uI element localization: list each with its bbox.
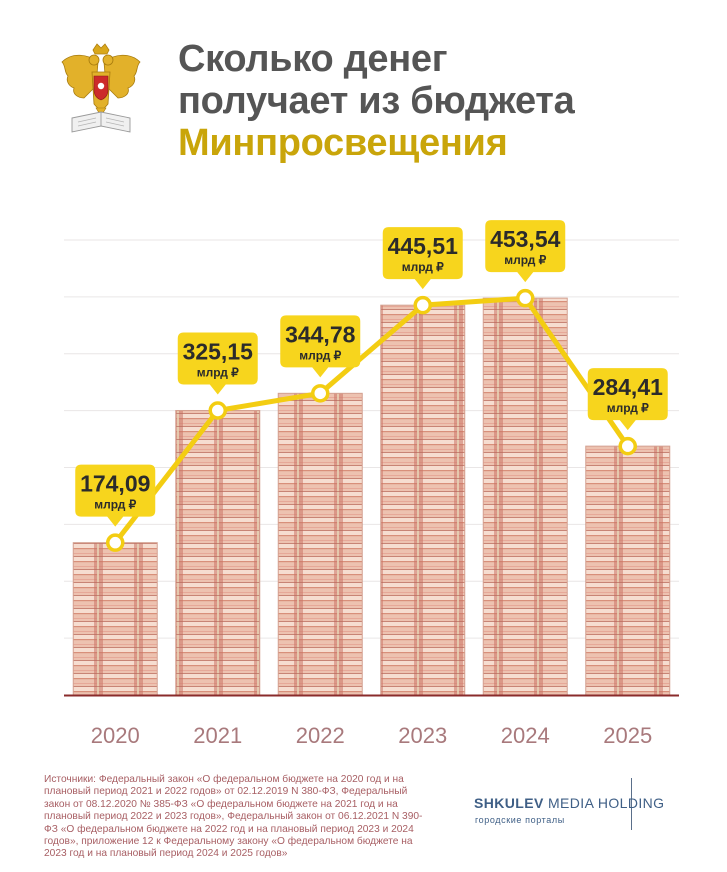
gridlines — [64, 239, 679, 696]
unit-label: млрд ₽ — [197, 365, 239, 379]
x-tick-labels: 2020 2021 2022 2023 2024 2025 — [91, 723, 652, 748]
unit-label: млрд ₽ — [402, 260, 444, 274]
bars — [72, 297, 671, 696]
title-line-1: Сколько денег — [178, 38, 448, 80]
data-point-2020 — [106, 533, 125, 552]
data-point-2021 — [208, 401, 227, 420]
bar-2020 — [73, 542, 158, 695]
value-label: 453,54 — [490, 226, 561, 252]
x-tick-label-2024: 2024 — [501, 723, 550, 748]
value-label: 445,51 — [388, 233, 459, 259]
value-label: 174,09 — [80, 471, 150, 497]
x-tick-label-2020: 2020 — [91, 723, 140, 748]
sources-note: Источники: Федеральный закон «О федераль… — [44, 774, 423, 860]
callout-bubble — [280, 315, 361, 378]
data-point-2025 — [618, 436, 637, 456]
bar-2025 — [585, 446, 670, 695]
value-label: 325,15 — [183, 338, 254, 364]
brand-name-rest: MEDIA HOLDING — [543, 795, 665, 811]
value-label: 344,78 — [285, 321, 356, 347]
unit-label: млрд ₽ — [299, 348, 341, 362]
data-point-2022 — [311, 384, 330, 403]
x-tick-label-2022: 2022 — [296, 723, 345, 748]
unit-label: млрд ₽ — [94, 498, 136, 512]
bar-2024 — [483, 298, 568, 695]
coat-of-arms-icon — [61, 43, 141, 133]
bar-2023 — [380, 305, 465, 695]
data-point-2024 — [516, 288, 535, 308]
unit-label: млрд ₽ — [504, 253, 546, 267]
callout-bubble — [587, 368, 668, 431]
brand-tagline: городские порталы — [475, 815, 565, 825]
value-label: 284,41 — [593, 374, 664, 400]
callout-bubble — [485, 220, 566, 283]
unit-label: млрд ₽ — [607, 401, 649, 415]
x-tick-label-2021: 2021 — [193, 723, 242, 748]
x-tick-label-2023: 2023 — [398, 723, 447, 748]
callout-bubble — [177, 332, 258, 395]
title-line-3: Минпросвещения — [178, 122, 508, 164]
data-point-2023 — [413, 295, 432, 315]
x-tick-label-2025: 2025 — [603, 723, 652, 748]
bar-2021 — [175, 410, 260, 695]
title-line-2: получает из бюджета — [178, 80, 575, 122]
trend-line — [106, 288, 637, 552]
callout-bubble — [382, 227, 463, 290]
brand-logo: SHKULEV MEDIA HOLDING — [474, 795, 664, 811]
brand-name-bold: SHKULEV — [474, 795, 544, 811]
bar-2022 — [278, 393, 363, 695]
trend-polyline — [112, 295, 631, 546]
brand-divider — [631, 778, 632, 830]
callout-bubble — [75, 464, 156, 527]
